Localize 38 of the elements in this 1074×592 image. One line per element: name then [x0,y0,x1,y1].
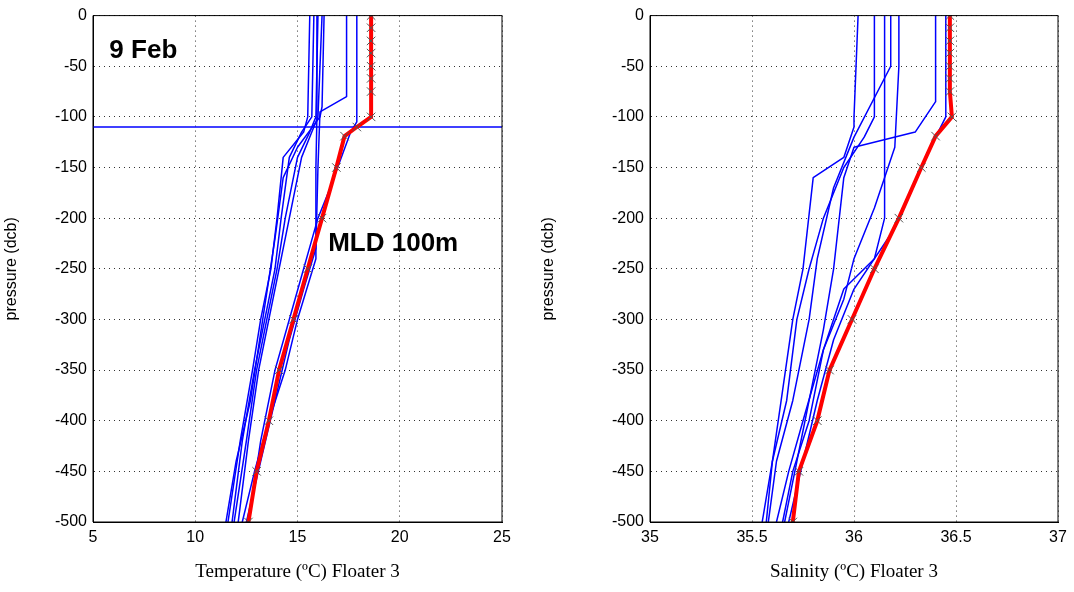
x-axis-title: Salinity (ºC) Floater 3 [769,560,939,582]
y-tick-label: -100 [611,107,645,125]
y-tick-label: 0 [78,6,88,24]
y-axis-title: pressure (dcb) [539,217,557,321]
y-tick-label: -200 [54,208,88,226]
y-tick-label: -150 [611,157,645,175]
y-tick-label: -500 [611,512,645,530]
y-tick-label: -300 [54,309,88,327]
y-tick-label: -250 [54,259,88,277]
y-tick-label: -150 [54,157,88,175]
x-axis-title: Temperature (ºC) Floater 3 [194,560,401,582]
x-tick-label: 20 [390,528,409,546]
x-tick-label: 35 [641,528,659,546]
y-tick-label: -50 [620,56,645,74]
y-axis-title: pressure (dcb) [2,217,20,321]
x-tick-label: 5 [88,528,98,546]
y-tick-label: -300 [611,309,645,327]
y-tick-label: -450 [611,461,645,479]
y-tick-label: -250 [611,259,645,277]
x-tick-label: 36.5 [940,528,972,546]
x-tick-label: 37 [1049,528,1067,546]
y-tick-label: -350 [611,360,645,378]
y-tick-label: -400 [611,411,645,429]
x-tick-label: 35.5 [736,528,768,546]
y-tick-label: -400 [54,411,88,429]
y-tick-label: -100 [54,107,88,125]
y-tick-label: -50 [63,56,88,74]
annotation: MLD 100m [328,226,459,257]
y-tick-label: -500 [54,512,88,530]
x-tick-label: 36 [845,528,863,546]
y-tick-label: -350 [54,360,88,378]
x-tick-label: 15 [288,528,307,546]
x-tick-label: 10 [186,528,205,546]
annotation: 9 Feb [109,34,178,65]
y-tick-label: -450 [54,461,88,479]
y-tick-label: 0 [635,6,645,24]
y-tick-label: -200 [611,208,645,226]
x-tick-label: 25 [493,528,511,546]
